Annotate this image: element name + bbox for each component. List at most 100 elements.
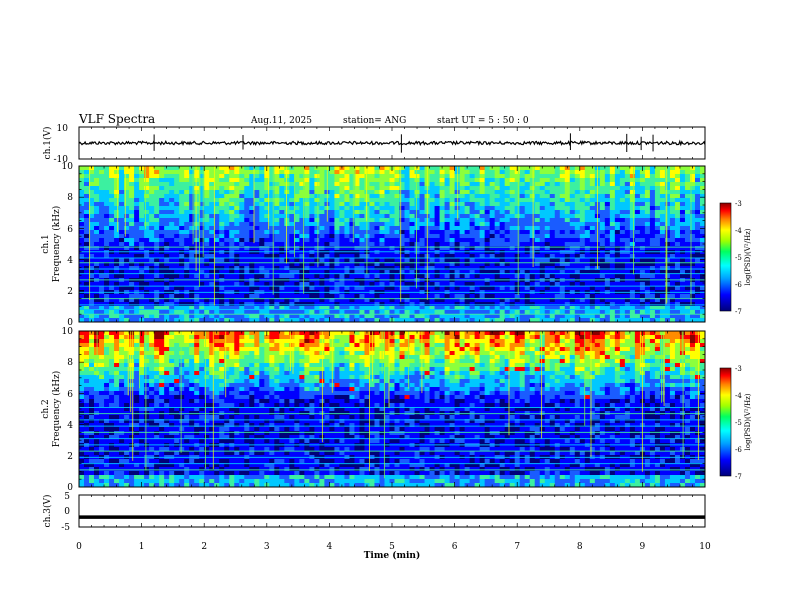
spectrogram-cell — [384, 226, 390, 231]
spectrogram-cell — [444, 222, 450, 227]
spectrogram-cell — [304, 170, 310, 175]
spectrogram-cell — [314, 178, 320, 183]
spectrogram-cell — [209, 226, 215, 231]
spectrogram-cell — [109, 226, 115, 231]
spectrogram-cell — [189, 202, 195, 207]
spectrogram-cell — [194, 258, 200, 263]
spectrogram-cell — [544, 230, 551, 235]
spectrogram-cell — [609, 222, 616, 227]
spectrogram-cell — [404, 282, 410, 287]
spectrogram-cell — [294, 202, 300, 207]
spectrogram-cell — [549, 294, 556, 299]
spectrogram-cell — [614, 242, 621, 247]
spectrogram-cell — [164, 174, 170, 179]
spectrogram-cell — [664, 246, 671, 251]
spectrogram-cell — [499, 214, 506, 219]
spectrogram-cell — [219, 258, 225, 263]
spectrogram-cell — [259, 298, 265, 303]
spectrogram-cell — [414, 222, 420, 227]
spectrogram-cell — [274, 246, 280, 251]
spectrogram-cell — [464, 294, 471, 299]
spectrogram-cell — [299, 318, 305, 323]
spectrogram-cell — [184, 318, 190, 323]
spectrogram-cell — [564, 226, 571, 231]
spectrogram-cell — [639, 170, 646, 175]
spectrogram-cell — [514, 298, 521, 303]
spectrogram-cell — [349, 166, 355, 171]
spectrogram-cell — [239, 190, 245, 195]
spectrogram-cell — [589, 226, 596, 231]
spectrogram-cell — [224, 306, 230, 311]
spectrogram-cell — [424, 298, 430, 303]
spectrogram-cell — [574, 166, 581, 171]
spectrogram-cell — [249, 190, 255, 195]
spectrogram-cell — [114, 310, 120, 315]
spectrogram-cell — [214, 198, 220, 203]
spectrogram-cell — [174, 258, 180, 263]
spectrogram-cell — [339, 206, 345, 211]
spectrogram-cell — [294, 194, 300, 199]
spectrogram-cell — [114, 266, 120, 271]
spectrogram-cell — [554, 234, 561, 239]
spectrogram-cell — [239, 298, 245, 303]
spectrogram-cell — [289, 202, 295, 207]
spectrogram-cell — [184, 186, 190, 191]
spectrogram-cell — [684, 270, 691, 275]
spectrogram-cell — [459, 218, 466, 223]
spectrogram-cell — [164, 286, 170, 291]
spectrogram-cell — [674, 270, 681, 275]
spectrogram-cell — [689, 194, 696, 199]
spectrogram-cell — [604, 206, 611, 211]
spectrogram-cell — [169, 234, 175, 239]
spectrogram-cell — [189, 302, 195, 307]
spectrogram-cell — [164, 258, 170, 263]
spectrogram-cell — [394, 178, 400, 183]
spectrogram-cell — [599, 282, 606, 287]
spectrogram-cell — [319, 222, 325, 227]
spectrogram-cell — [289, 286, 295, 291]
spectrogram-cell — [624, 266, 631, 271]
spectrogram-cell — [289, 194, 295, 199]
spectrogram-cell — [269, 234, 275, 239]
spectrogram-cell — [319, 262, 325, 267]
spectrogram-cell — [624, 254, 631, 259]
spectrogram-cell — [664, 178, 671, 183]
spectrogram-cell — [214, 182, 220, 187]
spectrogram-cell — [504, 170, 511, 175]
spectrogram-cell — [94, 274, 100, 279]
spectrogram-cell — [694, 198, 701, 203]
spectrogram-cell — [559, 238, 566, 243]
spectrogram-cell — [334, 306, 340, 311]
spectrogram-cell — [599, 254, 606, 259]
spectrogram-cell — [94, 302, 100, 307]
spectrogram-cell — [504, 302, 511, 307]
spectrogram-cell — [254, 310, 260, 315]
spectrogram-cell — [564, 262, 571, 267]
spectrogram-cell — [694, 306, 701, 311]
spectrogram-cell — [269, 194, 275, 199]
spectrogram-cell — [104, 198, 110, 203]
spectrogram-cell — [684, 274, 691, 279]
spectrogram-cell — [269, 258, 275, 263]
spectrogram-cell — [144, 174, 150, 179]
spectrogram-cell — [119, 318, 125, 323]
spectrogram-cell — [429, 314, 435, 319]
spectrogram-cell — [304, 186, 310, 191]
spectrogram-cell — [649, 262, 656, 267]
spectrogram-cell — [89, 202, 95, 207]
spectrogram-cell — [179, 198, 185, 203]
spectrogram-cell — [434, 298, 440, 303]
spectrogram-cell — [404, 266, 410, 271]
spectrogram-cell — [514, 254, 521, 259]
spectrogram-cell — [554, 270, 561, 275]
spectrogram-cell — [624, 202, 631, 207]
spectrogram-cell — [124, 282, 130, 287]
spectrogram-cell — [529, 282, 536, 287]
spectrogram-cell — [684, 214, 691, 219]
spectrogram-cell — [369, 190, 375, 195]
spectrogram-cell — [489, 266, 496, 271]
spectrogram-cell — [499, 166, 506, 171]
spectrogram-cell — [614, 246, 621, 251]
spectrogram-cell — [99, 258, 105, 263]
spectrogram-cell — [294, 210, 300, 215]
